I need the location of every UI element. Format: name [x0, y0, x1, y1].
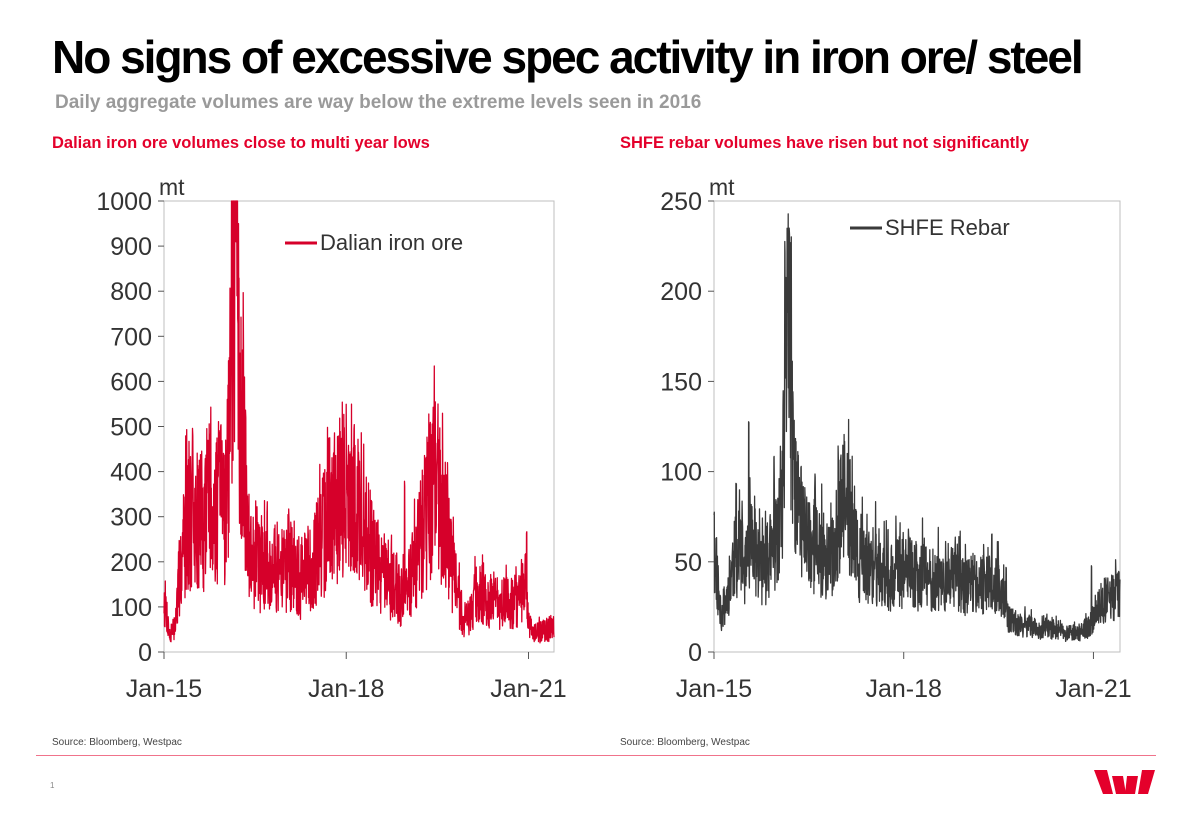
- dalian-x-tick-label: Jan-18: [308, 675, 384, 703]
- dalian-y-tick-label: 500: [110, 414, 152, 442]
- rebar-series-line: [713, 213, 1121, 643]
- left-chart-title: Dalian iron ore volumes close to multi y…: [52, 134, 430, 152]
- rebar-x-tick-label: Jan-18: [865, 675, 941, 703]
- westpac-logo-icon: [1094, 770, 1155, 794]
- right-chart-title: SHFE rebar volumes have risen but not si…: [620, 134, 1029, 152]
- left-source-note: Source: Bloomberg, Westpac: [52, 737, 182, 748]
- dalian-y-tick-label: 600: [110, 368, 152, 396]
- rebar-y-tick-label: 0: [688, 639, 702, 667]
- dalian-iron-ore-chart: mt 0 100 200 300 400 500 600 700 800 900 1000 Jan-15…: [96, 174, 566, 703]
- rebar-x-tick-label: Jan-15: [676, 675, 752, 703]
- rebar-y-tick-label: 250: [660, 188, 702, 216]
- dalian-y-tick-label: 400: [110, 459, 152, 487]
- dalian-series-line: [163, 200, 555, 644]
- dalian-y-tick-label: 700: [110, 323, 152, 351]
- rebar-unit-label: mt: [709, 174, 735, 200]
- dalian-y-tick-label: 100: [110, 594, 152, 622]
- rebar-y-tick-label: 100: [660, 459, 702, 487]
- dalian-y-tick-label: 900: [110, 233, 152, 261]
- rebar-y-tick-label: 50: [674, 549, 702, 577]
- rebar-legend-label: SHFE Rebar: [885, 215, 1010, 240]
- shfe-rebar-chart: mt 0 50 100 150 200 250 Jan-15 Jan-18 Jan-21 SHFE …: [660, 174, 1131, 703]
- dalian-y-tick-label: 200: [110, 549, 152, 577]
- dalian-x-tick-label: Jan-15: [126, 675, 202, 703]
- page-number: 1: [50, 781, 55, 790]
- dalian-legend-label: Dalian iron ore: [320, 230, 463, 255]
- rebar-x-tick-label: Jan-21: [1055, 675, 1131, 703]
- dalian-x-tick-label: Jan-21: [490, 675, 566, 703]
- rebar-y-tick-label: 150: [660, 368, 702, 396]
- dalian-y-tick-label: 800: [110, 278, 152, 306]
- dalian-unit-label: mt: [159, 174, 185, 200]
- footer-divider: [36, 755, 1156, 756]
- dalian-y-tick-label: 1000: [96, 188, 152, 216]
- right-source-note: Source: Bloomberg, Westpac: [620, 737, 750, 748]
- slide-title: No signs of excessive spec activity in i…: [52, 31, 1084, 83]
- dalian-y-tick-label: 300: [110, 504, 152, 532]
- rebar-plot-area: [713, 200, 1121, 653]
- slide-subtitle: Daily aggregate volumes are way below th…: [55, 92, 702, 113]
- rebar-y-tick-label: 200: [660, 278, 702, 306]
- dalian-y-tick-label: 0: [138, 639, 152, 667]
